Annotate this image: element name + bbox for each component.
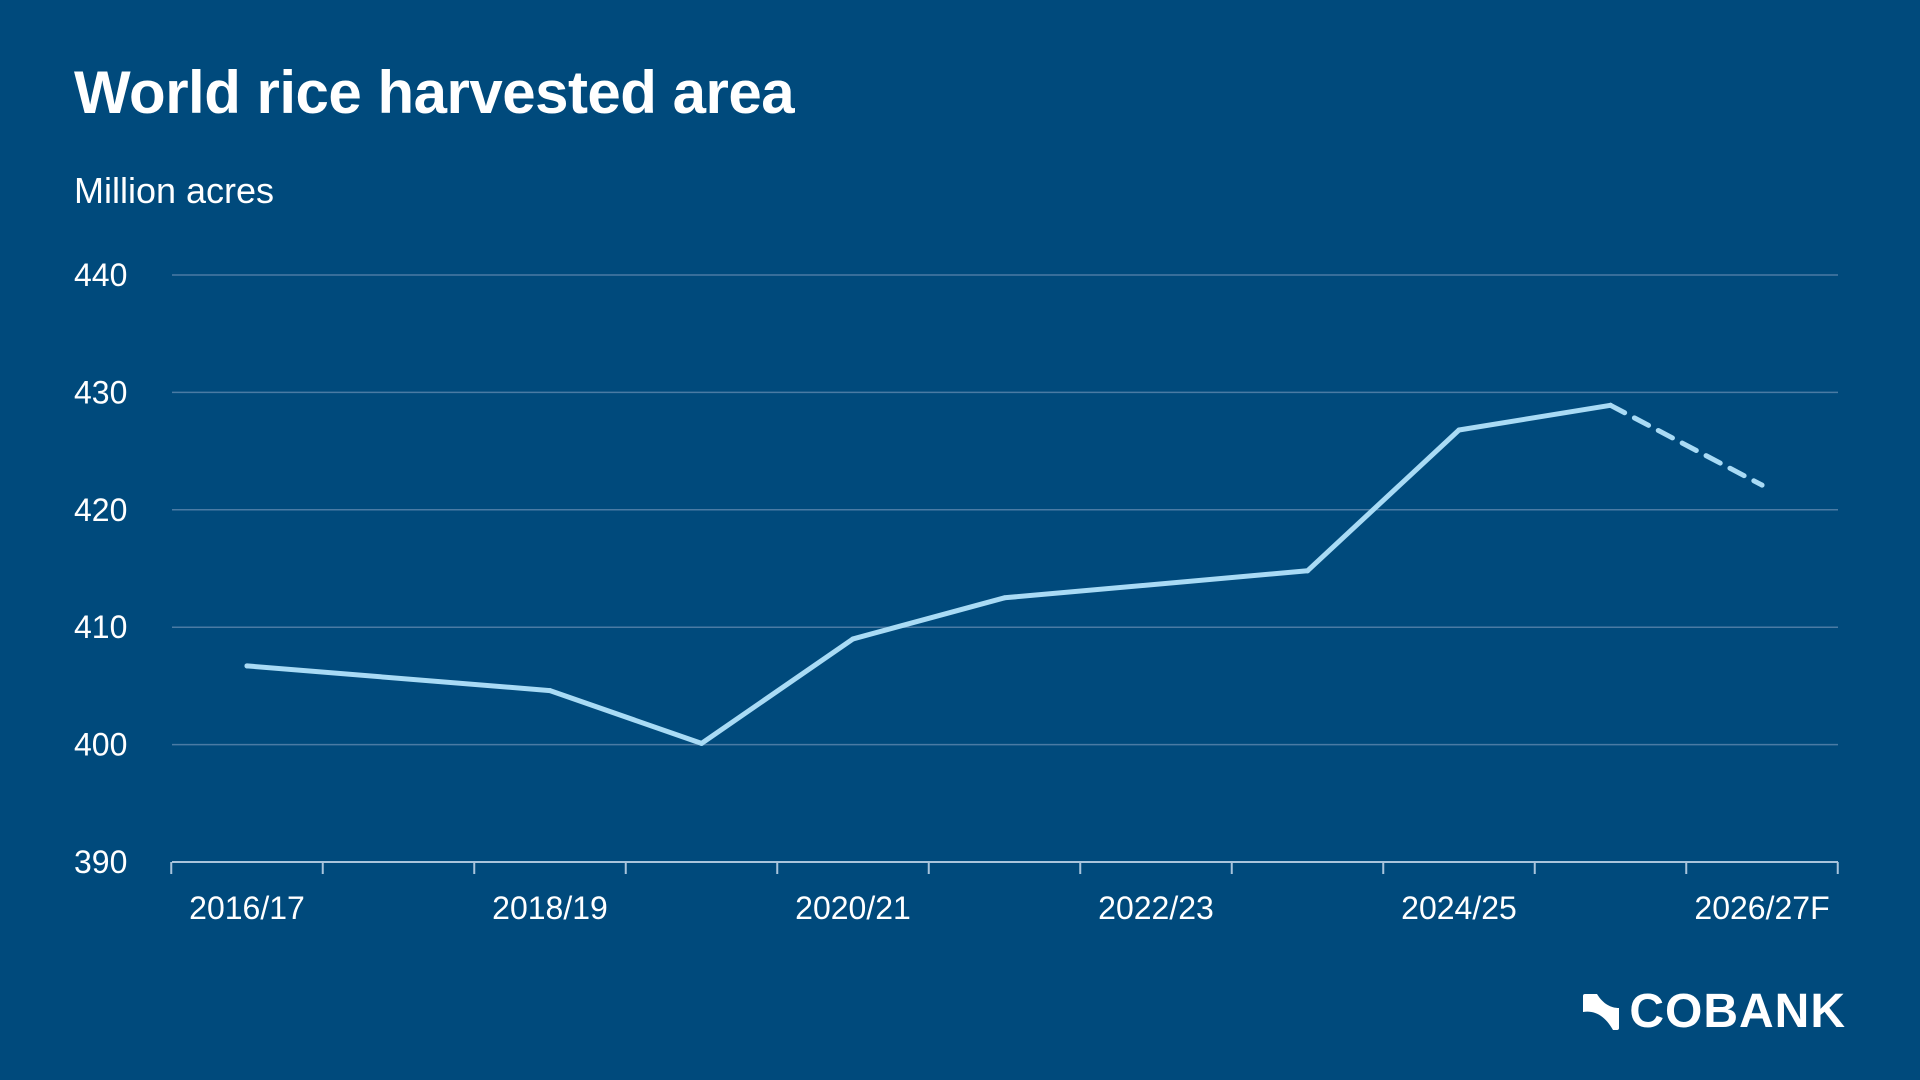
y-axis-ticks: 390 400 410 420 430 440 [74,257,127,880]
x-axis [170,861,1839,874]
data-lines [244,402,1765,746]
series-line-forecast [1608,402,1765,488]
y-tick-label-400: 400 [74,727,127,763]
cobank-logo-icon [1583,993,1620,1030]
y-tick-label-440: 440 [74,257,127,293]
cobank-logo: COBANK [1581,984,1846,1039]
data-point-2019-20 [699,740,704,746]
y-tick-label-420: 420 [74,492,127,528]
data-point-2016-17 [244,663,250,669]
data-point-2026-27F [1759,482,1765,488]
data-point-2024-25 [1456,427,1462,433]
x-tick-label-2018-19: 2018/19 [492,890,608,926]
x-tick-label-2022-23: 2022/23 [1098,890,1214,926]
x-tick-label-2020-21: 2020/21 [795,890,911,926]
data-point-2020-21 [850,636,856,642]
gridlines [172,274,1838,746]
x-tick-label-2024-25: 2024/25 [1401,890,1517,926]
data-point-2018-19 [547,688,553,694]
y-tick-label-430: 430 [74,374,127,410]
x-tick-label-2016-17: 2016/17 [189,890,305,926]
data-point-2025-26 [1608,402,1613,408]
chart-title: World rice harvested area [74,59,795,126]
x-tick-label-2026-27F: 2026/27F [1694,890,1829,926]
data-point-2021-22 [1002,595,1007,601]
logo-text: COBANK [1629,985,1846,1038]
x-axis-tick-labels: 2016/17 2018/19 2020/21 2022/23 2024/25 2026/… [189,890,1829,926]
y-tick-label-410: 410 [74,609,127,645]
y-axis-unit-label: Million acres [74,170,275,211]
data-point-2023-24 [1305,568,1310,574]
y-tick-label-390: 390 [74,844,127,880]
series-line-actual [244,402,1613,746]
